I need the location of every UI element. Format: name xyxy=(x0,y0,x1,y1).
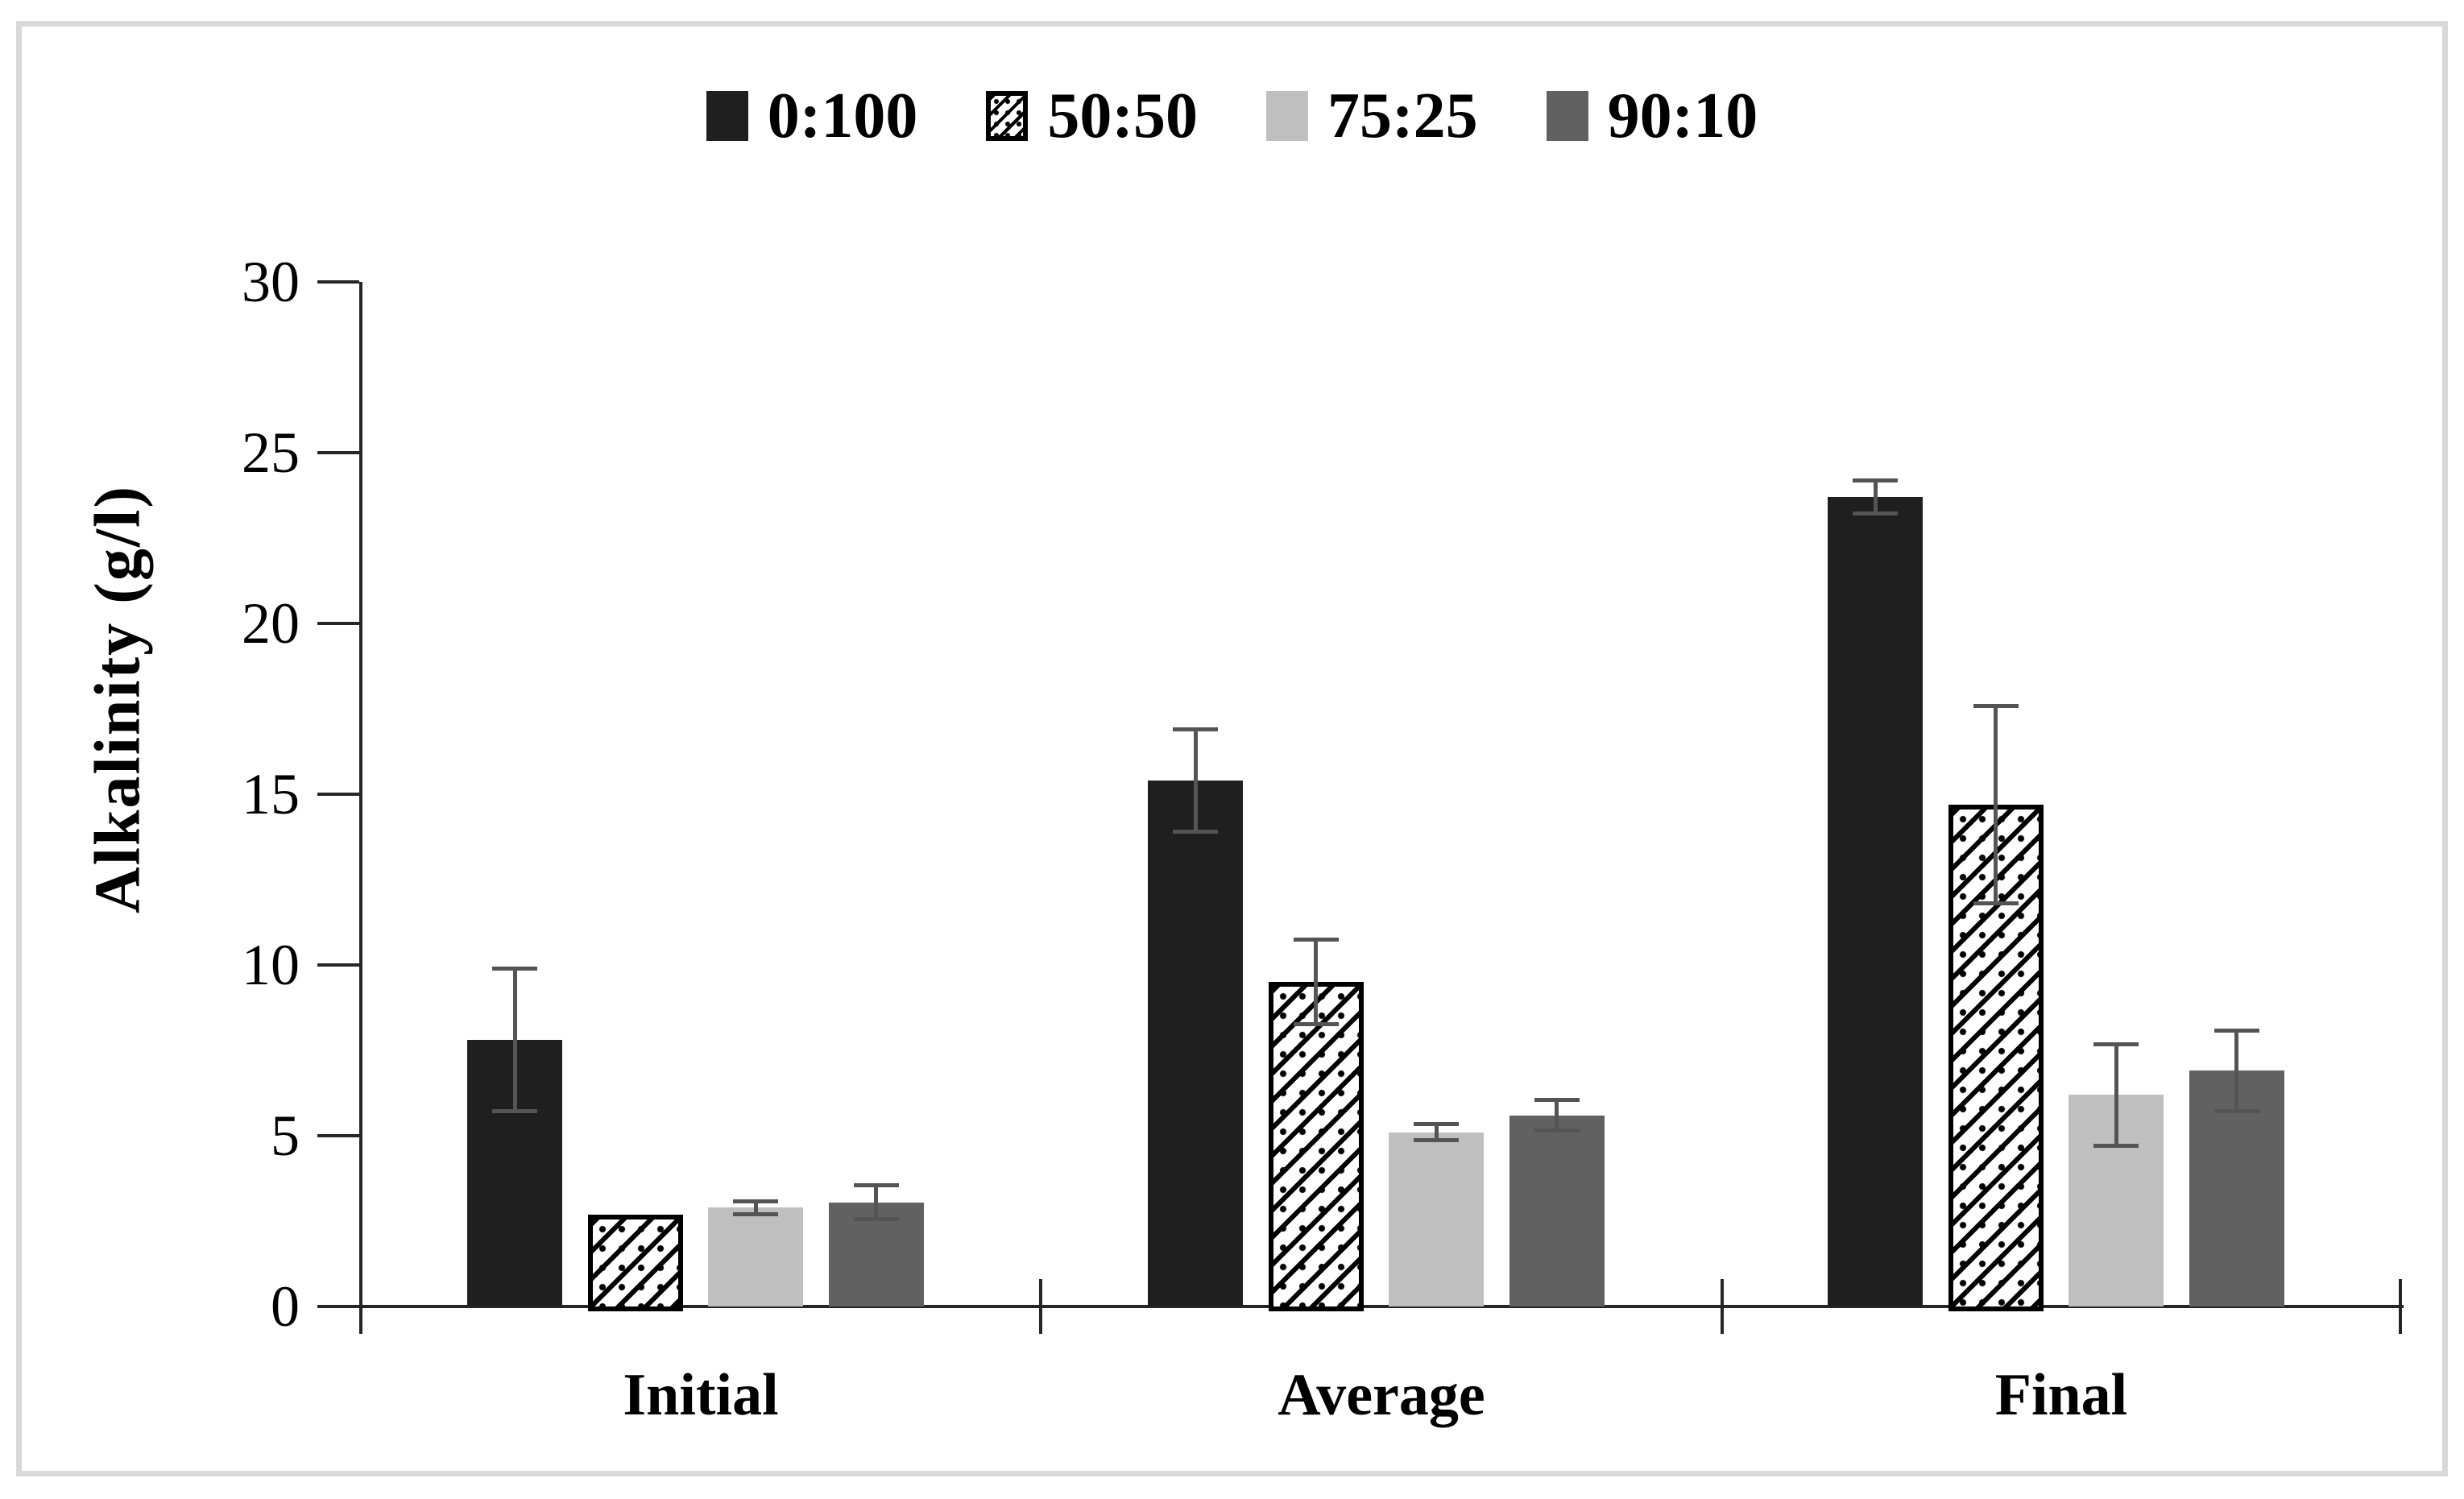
bar xyxy=(1828,497,1923,1306)
y-tick xyxy=(317,963,359,967)
y-tick xyxy=(317,622,359,625)
figure-border xyxy=(16,21,2448,1476)
legend-item-0:100: 0:100 xyxy=(706,81,918,151)
y-tick xyxy=(317,793,359,796)
y-tick-label: 30 xyxy=(242,250,300,314)
error-bar-cap xyxy=(1534,1128,1580,1133)
error-bar-cap xyxy=(853,1183,899,1188)
error-bar-cap xyxy=(2093,1041,2139,1046)
error-bar-cap xyxy=(1293,938,1339,942)
error-bar-line xyxy=(1193,729,1198,832)
error-bar-cap xyxy=(1293,1022,1339,1027)
legend-swatch-icon xyxy=(1546,91,1588,141)
error-bar-cap xyxy=(853,1216,899,1221)
y-tick xyxy=(317,280,359,284)
error-bar-cap xyxy=(1414,1122,1459,1127)
legend-item-50:50: 50:50 xyxy=(986,84,1198,148)
bar xyxy=(1148,781,1243,1306)
error-bar-line xyxy=(1994,705,1998,904)
error-bar-cap xyxy=(2093,1143,2139,1148)
y-tick xyxy=(317,1134,359,1137)
y-axis-line xyxy=(359,282,362,1334)
error-bar-cap xyxy=(2213,1109,2259,1114)
legend-swatch-icon xyxy=(706,91,748,141)
bar xyxy=(587,1214,683,1311)
error-bar-line xyxy=(1555,1099,1559,1131)
error-bar-line xyxy=(2234,1029,2238,1112)
bar xyxy=(1509,1115,1605,1306)
y-tick-label: 25 xyxy=(242,420,300,485)
error-bar-line xyxy=(1314,939,1318,1025)
error-bar-line xyxy=(753,1200,758,1215)
y-tick-label: 10 xyxy=(242,933,300,997)
error-bar-cap xyxy=(1173,829,1218,834)
legend-label: 50:50 xyxy=(1047,81,1198,151)
legend-swatch-icon xyxy=(986,91,1029,141)
category-label: Initial xyxy=(623,1362,779,1428)
error-bar-cap xyxy=(1973,703,2019,708)
error-bar-line xyxy=(2114,1043,2118,1146)
legend-item-75:25: 75:25 xyxy=(1266,84,1478,148)
legend-item-90:10: 90:10 xyxy=(1546,81,1758,151)
y-tick xyxy=(317,451,359,454)
error-bar-line xyxy=(512,968,517,1112)
bar xyxy=(1268,982,1364,1311)
error-bar-cap xyxy=(1853,478,1898,482)
legend-swatch-icon xyxy=(1266,91,1308,141)
error-bar-cap xyxy=(492,967,537,971)
y-tick-label: 5 xyxy=(271,1104,300,1168)
error-bar-cap xyxy=(1173,727,1218,732)
bar xyxy=(708,1207,803,1306)
error-bar-line xyxy=(1434,1124,1439,1141)
error-bar-cap xyxy=(1414,1138,1459,1143)
legend-label: 0:100 xyxy=(767,81,918,151)
error-bar-line xyxy=(1873,479,1878,515)
error-bar-cap xyxy=(1853,511,1898,516)
legend-label: 75:25 xyxy=(1327,81,1478,151)
y-tick-label: 0 xyxy=(271,1274,300,1339)
category-label: Average xyxy=(1278,1362,1485,1428)
legend-label: 90:10 xyxy=(1607,81,1758,151)
error-bar-cap xyxy=(492,1109,537,1114)
error-bar-cap xyxy=(733,1199,778,1203)
category-label: Final xyxy=(1994,1362,2128,1428)
y-tick-label: 20 xyxy=(242,591,300,656)
bar xyxy=(1389,1132,1484,1306)
legend: 0:100 50:50 75:25 90:10 xyxy=(0,84,2464,148)
x-tick xyxy=(2399,1279,2402,1334)
x-tick xyxy=(1721,1279,1724,1334)
y-axis-title: Alkalinity (g/l) xyxy=(82,484,154,914)
error-bar-cap xyxy=(733,1211,778,1216)
x-tick xyxy=(1039,1279,1042,1334)
error-bar-cap xyxy=(2213,1028,2259,1033)
error-bar-line xyxy=(874,1185,878,1219)
y-tick-label: 15 xyxy=(242,762,300,826)
error-bar-cap xyxy=(1534,1098,1580,1103)
error-bar-cap xyxy=(1973,901,2019,905)
